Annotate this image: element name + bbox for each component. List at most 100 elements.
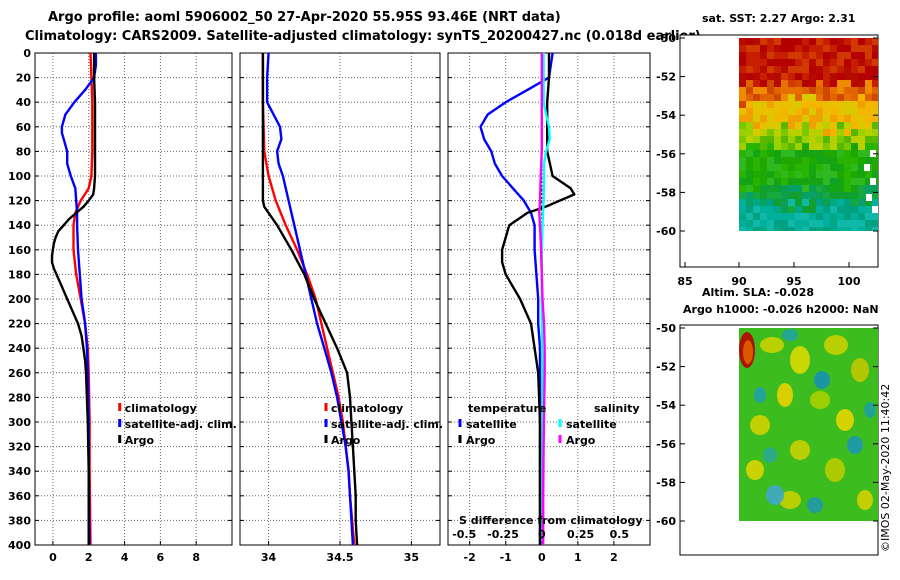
sst-cell	[830, 129, 837, 136]
sla-map-title-2: Argo h1000: -0.026 h2000: NaN	[683, 303, 879, 316]
map-y-label: -54	[656, 109, 676, 122]
sst-cell	[795, 73, 802, 80]
series-satellite	[265, 52, 355, 546]
y-tick-label: 180	[8, 268, 31, 281]
sst-cell	[844, 227, 851, 231]
sst-cell	[858, 45, 865, 52]
s-tick-label: -0.5	[452, 528, 476, 541]
sst-cell	[802, 164, 809, 171]
sst-cell	[788, 38, 795, 45]
sst-cell	[781, 52, 788, 59]
y-tick-label: 120	[8, 195, 31, 208]
sst-cell	[823, 122, 830, 129]
sla-blob	[836, 409, 854, 431]
sst-cell	[753, 220, 760, 227]
sst-cell	[872, 143, 878, 150]
sst-cell	[774, 94, 781, 101]
sst-cell	[844, 143, 851, 150]
x-tick-label: 4	[121, 551, 129, 564]
sst-cell	[753, 213, 760, 220]
sst-cell	[837, 80, 844, 87]
sst-cell	[767, 80, 774, 87]
sst-cell	[844, 178, 851, 185]
sst-cell	[858, 220, 865, 227]
sla-map-image	[739, 328, 878, 521]
sst-cell	[802, 192, 809, 199]
sst-cell	[837, 171, 844, 178]
map-y-label: -56	[656, 438, 676, 451]
sst-cell	[767, 164, 774, 171]
sst-cell	[795, 94, 802, 101]
sst-cell	[746, 38, 753, 45]
sst-cell	[809, 150, 816, 157]
sst-cell	[767, 115, 774, 122]
sst-cell	[760, 66, 767, 73]
sst-cell	[823, 87, 830, 94]
sst-cell	[774, 115, 781, 122]
sst-cell	[760, 122, 767, 129]
y-tick-label: 340	[8, 465, 31, 478]
sla-blob	[790, 440, 810, 460]
sst-cell	[858, 87, 865, 94]
sst-cell	[739, 185, 746, 192]
sst-cell	[739, 164, 746, 171]
sst-cell	[767, 45, 774, 52]
sst-cell	[865, 129, 872, 136]
sst-cell	[844, 94, 851, 101]
sst-cell	[809, 192, 816, 199]
sst-cell	[753, 66, 760, 73]
sst-cell	[774, 192, 781, 199]
legend-label-satellite: satellite-adj. clim.	[331, 418, 443, 431]
sst-cell	[739, 108, 746, 115]
sst-cell	[739, 80, 746, 87]
sst-cell	[788, 227, 795, 231]
map-y-label: -52	[656, 361, 676, 374]
map-y-label: -50	[656, 32, 676, 45]
sst-cell	[781, 164, 788, 171]
sst-cell	[858, 164, 865, 171]
sst-cell	[753, 157, 760, 164]
sst-cell	[774, 199, 781, 206]
sst-cell	[753, 136, 760, 143]
sst-cell	[823, 164, 830, 171]
sst-cell	[823, 66, 830, 73]
sst-cell	[760, 115, 767, 122]
difference-panel: -2 -1 0 1 2 temperature satellite Argo salinity s…	[447, 52, 651, 564]
sst-cell	[774, 87, 781, 94]
sst-cell	[774, 38, 781, 45]
sst-cell	[767, 52, 774, 59]
sst-cell	[851, 185, 858, 192]
sst-cell	[830, 45, 837, 52]
sst-cell	[788, 115, 795, 122]
sst-cell	[788, 108, 795, 115]
sst-cell	[858, 157, 865, 164]
title-line-1: Argo profile: aoml 5906002_50 27-Apr-202…	[48, 10, 561, 25]
sst-cell	[802, 38, 809, 45]
sst-cell	[753, 227, 760, 231]
sst-cell	[816, 157, 823, 164]
sst-cell	[739, 87, 746, 94]
sst-cell	[816, 73, 823, 80]
sst-cell	[851, 178, 858, 185]
sst-cell	[746, 220, 753, 227]
sst-cell	[753, 52, 760, 59]
sst-cell	[788, 59, 795, 66]
sst-cell	[851, 136, 858, 143]
x-tick-label: 2	[85, 551, 93, 564]
sst-cell	[802, 185, 809, 192]
sst-cell	[830, 115, 837, 122]
sst-cell	[844, 206, 851, 213]
sst-cell	[837, 66, 844, 73]
sst-cell	[844, 164, 851, 171]
map-y-label: -56	[656, 148, 676, 161]
y-tick-label: 0	[23, 47, 31, 60]
sst-cell	[809, 73, 816, 80]
sst-cell	[872, 171, 878, 178]
sst-cell	[851, 108, 858, 115]
sst-cell	[858, 115, 865, 122]
sst-cell	[746, 129, 753, 136]
sst-cell	[795, 192, 802, 199]
sst-cell	[851, 206, 858, 213]
sst-cell	[809, 108, 816, 115]
sst-cell	[823, 129, 830, 136]
